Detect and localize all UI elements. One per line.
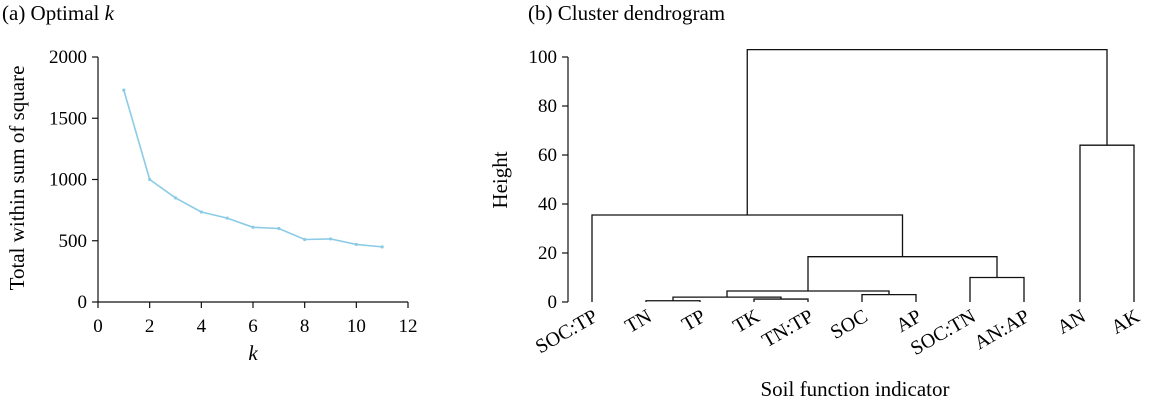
data-point	[380, 245, 384, 249]
panel-a-ylabel: Total within sum of square	[5, 66, 29, 291]
leaf-label: TP	[678, 305, 709, 336]
panel-a-x-tick-label: 4	[197, 316, 207, 337]
panel-b-ylabel: Height	[488, 151, 512, 208]
dendrogram-link	[969, 276, 1025, 302]
panel-a-y-tick-label: 2000	[49, 47, 87, 68]
panel-a-title: (a) Optimal k	[2, 1, 115, 25]
panel-b-y-tick-label: 0	[548, 292, 558, 313]
panel-a-x-tick-label: 10	[347, 316, 366, 337]
panel-a-xlabel: k	[248, 341, 258, 365]
leaf-label: SOC	[827, 305, 872, 344]
dendrogram-link	[861, 294, 917, 302]
panel-a-y-tick-label: 0	[78, 292, 88, 313]
data-point	[354, 242, 358, 247]
panel-a-marks	[122, 88, 384, 249]
data-point	[328, 237, 333, 241]
panel-a-y-tick-label: 1000	[49, 170, 87, 191]
panel-b-dendrogram	[591, 49, 1135, 302]
leaf-label: AN:AP	[971, 305, 1034, 354]
dendrogram-link	[645, 300, 701, 302]
panel-a-y-tick-label: 1500	[49, 108, 87, 129]
panel-a-x-tick-label: 0	[93, 316, 103, 337]
data-point	[122, 88, 126, 92]
data-point	[251, 225, 255, 229]
dendrogram-link	[753, 298, 809, 302]
panel-b-y-tick-label: 60	[538, 145, 557, 166]
series-line	[123, 89, 383, 248]
panel-b-xlabel: Soil function indicator	[761, 377, 950, 400]
data-point	[303, 237, 307, 242]
panel-a-x-tick-label: 8	[300, 316, 310, 337]
data-point	[225, 216, 229, 220]
panel-b-y-tick-label: 40	[538, 194, 557, 215]
panel-b-y-tick-label: 20	[538, 243, 557, 264]
panel-b-axes: 0 20 40 60 80 100	[529, 47, 569, 313]
leaf-label: TN	[621, 305, 655, 337]
dendrogram-link	[591, 214, 904, 302]
panel-b-y-tick-label: 100	[529, 47, 558, 68]
panel-a-axes: 0 500 1000 1500 2000 0 2 4 6 8 10 12	[49, 47, 418, 337]
dendrogram-link	[746, 49, 1108, 216]
panel-a-x-tick-label: 2	[145, 316, 155, 337]
leaf-label: TN:TP	[758, 305, 817, 352]
panel-b-y-tick-label: 80	[538, 96, 557, 117]
leaf-label: SOC:TP	[532, 305, 602, 358]
dendrogram-link	[1079, 144, 1135, 302]
panel-b-title: (b) Cluster dendrogram	[528, 1, 725, 25]
data-point	[277, 226, 281, 231]
panel-a-x-tick-label: 6	[248, 316, 258, 337]
leaf-label: AK	[1107, 305, 1143, 339]
panel-a-y-tick-label: 500	[59, 231, 88, 252]
dendrogram-link	[807, 256, 998, 291]
data-point	[148, 177, 152, 182]
leaf-label: AN	[1053, 305, 1089, 338]
panel-a-x-tick-label: 12	[399, 316, 418, 337]
data-point	[199, 210, 203, 214]
data-point	[173, 196, 178, 200]
